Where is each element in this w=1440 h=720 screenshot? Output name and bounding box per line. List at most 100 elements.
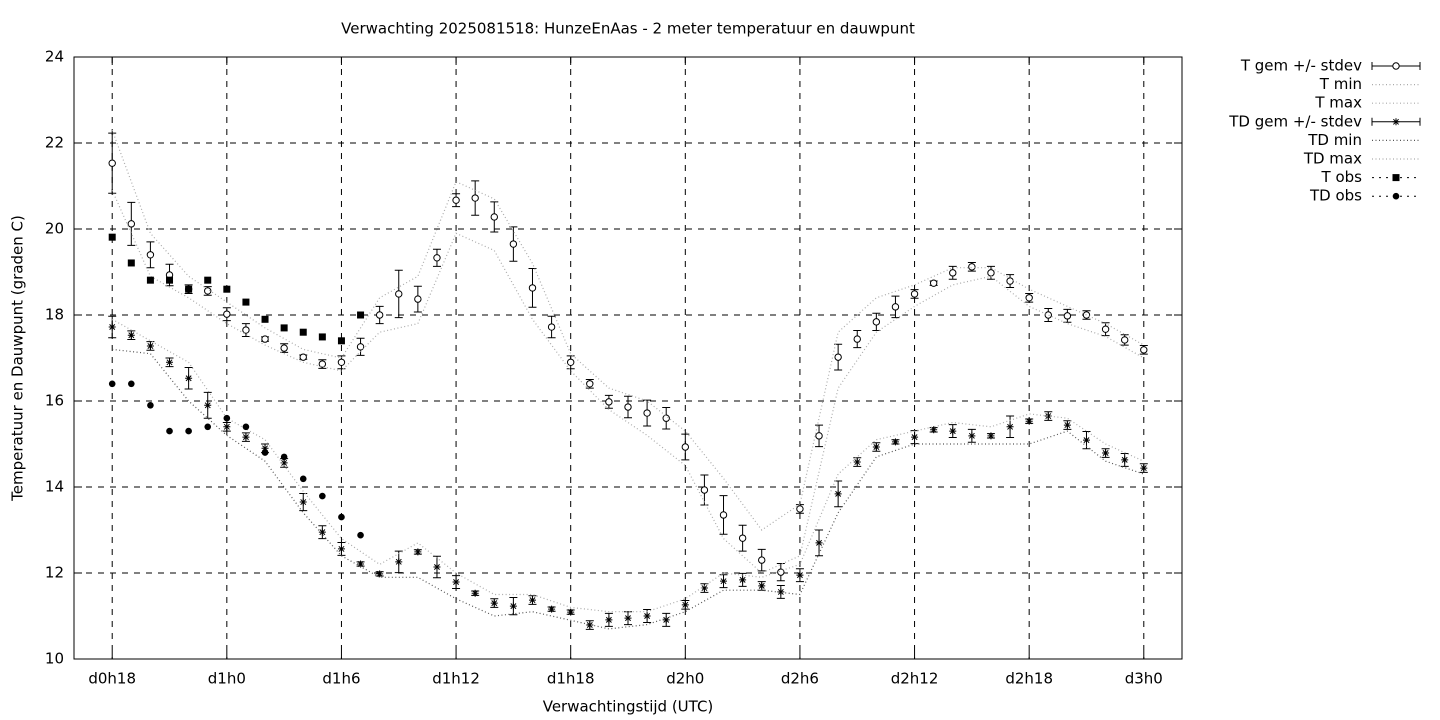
data-point — [1044, 412, 1052, 420]
legend-label: TD obs — [1309, 187, 1362, 205]
data-point — [968, 263, 976, 271]
data-point — [681, 601, 689, 609]
data-point — [910, 290, 919, 298]
data-point — [242, 423, 250, 431]
data-point — [547, 323, 556, 331]
data-point — [1120, 336, 1129, 344]
data-point — [987, 432, 995, 440]
data-point — [280, 324, 288, 332]
data-point — [357, 311, 365, 319]
data-point — [108, 380, 116, 388]
data-point — [395, 290, 403, 298]
data-point — [624, 403, 632, 411]
data-point — [357, 560, 365, 568]
x-axis-label: Verwachtingstijd (UTC) — [543, 698, 714, 716]
data-point — [204, 276, 212, 284]
data-point — [1006, 423, 1014, 431]
data-point — [375, 311, 384, 319]
data-point — [414, 295, 422, 303]
data-point — [490, 599, 498, 607]
data-point — [853, 458, 861, 466]
data-point — [700, 584, 708, 592]
data-point — [185, 285, 193, 293]
data-point — [337, 337, 345, 345]
y-tick-label: 24 — [45, 48, 64, 66]
data-point — [337, 358, 346, 366]
data-point — [1006, 277, 1014, 285]
x-tick-label: d2h12 — [891, 670, 939, 688]
data-point — [127, 331, 135, 339]
legend-label: T min — [1319, 75, 1362, 93]
data-point — [337, 545, 345, 553]
chart-title: Verwachting 2025081518: HunzeEnAas - 2 m… — [341, 20, 915, 38]
x-tick-label: d1h0 — [208, 670, 246, 688]
range-line — [111, 190, 1145, 574]
data-point — [643, 612, 651, 620]
legend-label: TD gem +/- stdev — [1228, 112, 1362, 130]
data-point — [739, 576, 747, 584]
x-tick-label: d1h18 — [547, 670, 595, 688]
data-point — [166, 358, 174, 366]
data-point — [719, 511, 728, 519]
data-point — [834, 353, 842, 361]
data-point — [815, 539, 823, 547]
data-point — [204, 423, 212, 431]
data-point — [758, 582, 766, 590]
data-point — [108, 159, 116, 167]
data-point — [796, 505, 804, 513]
data-point — [548, 605, 556, 613]
data-point — [204, 287, 212, 295]
legend-marker — [1392, 192, 1400, 200]
data-point — [1082, 311, 1091, 319]
data-point — [261, 315, 269, 323]
data-point — [452, 578, 460, 586]
data-point — [376, 570, 384, 578]
legend-marker — [1392, 174, 1400, 182]
data-point — [758, 556, 766, 564]
data-point — [834, 490, 842, 498]
data-point — [662, 616, 670, 624]
data-point — [108, 323, 116, 331]
data-point — [853, 335, 861, 343]
data-point — [223, 414, 231, 422]
data-point — [509, 240, 518, 248]
data-point — [242, 298, 250, 306]
data-point — [299, 475, 307, 483]
data-point — [777, 588, 785, 596]
y-tick-label: 14 — [45, 478, 64, 496]
data-point — [528, 284, 537, 292]
data-point — [280, 453, 288, 461]
data-point — [586, 380, 594, 388]
data-point — [891, 438, 899, 446]
legend-marker — [1392, 62, 1400, 70]
data-point — [433, 254, 441, 262]
legend-label: TD min — [1307, 131, 1362, 149]
x-tick-label: d2h18 — [1005, 670, 1053, 688]
data-point — [166, 427, 173, 435]
data-point — [1063, 421, 1071, 429]
data-point — [299, 328, 307, 336]
data-point — [796, 571, 804, 579]
x-tick-label: d1h6 — [322, 670, 360, 688]
data-point — [1025, 294, 1033, 302]
data-point — [147, 402, 154, 409]
data-point — [872, 318, 881, 326]
data-point — [318, 333, 326, 341]
data-point — [127, 259, 135, 267]
data-point — [1140, 346, 1148, 354]
x-tick-label: d2h6 — [781, 670, 819, 688]
data-point — [185, 427, 192, 435]
data-point — [452, 196, 460, 204]
y-tick-label: 22 — [45, 134, 64, 152]
data-point — [338, 513, 345, 521]
data-point — [528, 596, 536, 604]
data-point — [720, 577, 728, 585]
plot-frame — [73, 56, 1183, 660]
data-point — [223, 310, 231, 318]
data-point — [471, 194, 479, 202]
data-point — [280, 459, 288, 467]
y-tick-label: 18 — [45, 306, 64, 324]
data-point — [356, 343, 365, 351]
data-point — [108, 233, 116, 241]
